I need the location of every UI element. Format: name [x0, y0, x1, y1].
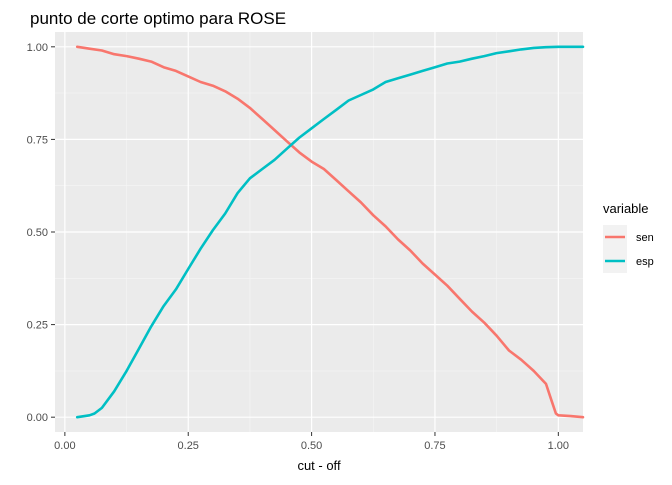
y-tick-label: 0.00 [27, 412, 48, 424]
x-tick-label: 0.25 [178, 440, 199, 452]
series-line-sen [75, 45, 585, 419]
y-tick-label: 0.75 [27, 134, 48, 146]
legend-item-esp: esp [603, 249, 654, 273]
legend-label-sen: sen [636, 232, 654, 244]
legend-label-esp: esp [636, 256, 654, 268]
x-tick-label: 0.50 [301, 440, 322, 452]
x-tick-label: 1.00 [548, 440, 569, 452]
x-axis-title: cut - off [297, 458, 341, 473]
y-tick-label: 0.25 [27, 320, 48, 332]
legend-item-sen: sen [603, 225, 654, 249]
series-line-esp [75, 45, 585, 419]
x-tick-label: 0.75 [424, 440, 445, 452]
legend: variable sen esp [603, 201, 654, 273]
legend-items: sen esp [603, 225, 654, 273]
major-gridlines [55, 32, 583, 432]
x-tick-label: 0.00 [54, 440, 75, 452]
x-axis: 0.00 0.25 0.50 0.75 1.00 [54, 432, 569, 452]
y-tick-label: 0.50 [27, 227, 48, 239]
legend-title: variable [603, 201, 649, 216]
chart-title: punto de corte optimo para ROSE [30, 9, 286, 28]
y-axis: 0.00 0.25 0.50 0.75 1.00 [27, 42, 55, 424]
series-lines [75, 45, 585, 419]
y-tick-label: 1.00 [27, 42, 48, 54]
